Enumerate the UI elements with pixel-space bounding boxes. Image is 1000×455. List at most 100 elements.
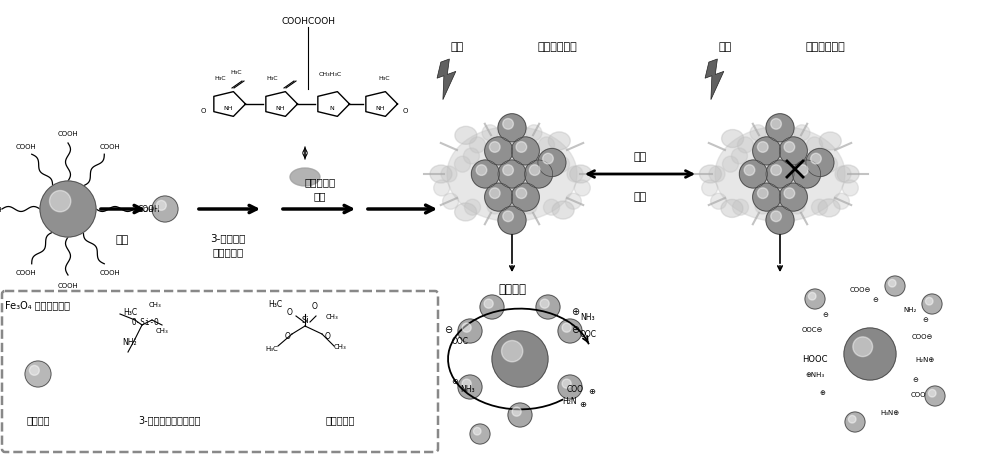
Text: H₃C: H₃C (268, 300, 282, 309)
Text: 蓝色荧光恢复: 蓝色荧光恢复 (805, 42, 845, 52)
Text: Si: Si (301, 316, 309, 325)
Circle shape (772, 120, 788, 136)
Circle shape (489, 142, 500, 153)
Ellipse shape (699, 166, 721, 184)
Text: NH₂: NH₂ (903, 306, 917, 312)
Circle shape (709, 167, 725, 182)
Circle shape (784, 142, 795, 153)
Circle shape (789, 198, 805, 214)
Text: HOOC: HOOC (802, 355, 828, 364)
Text: 激发: 激发 (450, 42, 464, 52)
Circle shape (462, 324, 471, 333)
Circle shape (484, 299, 493, 308)
Text: N: N (330, 106, 334, 111)
Circle shape (739, 161, 767, 188)
Circle shape (844, 328, 896, 380)
Circle shape (482, 126, 498, 142)
Circle shape (504, 197, 520, 213)
Circle shape (498, 115, 526, 142)
Text: H₃C: H₃C (123, 308, 137, 317)
Circle shape (458, 375, 482, 399)
Circle shape (498, 207, 526, 235)
Circle shape (845, 412, 865, 432)
Circle shape (822, 157, 838, 173)
Circle shape (807, 137, 823, 154)
Circle shape (766, 207, 794, 235)
Circle shape (574, 181, 590, 197)
Circle shape (526, 126, 542, 142)
Circle shape (503, 166, 513, 176)
Circle shape (476, 166, 487, 176)
Circle shape (502, 341, 523, 362)
Ellipse shape (548, 132, 570, 151)
Circle shape (543, 200, 559, 216)
Text: ⊕: ⊕ (588, 387, 596, 396)
Text: O-Si-O: O-Si-O (131, 318, 159, 327)
Text: COOHCOOH: COOHCOOH (281, 17, 335, 26)
Text: H₃C: H₃C (266, 76, 278, 81)
Circle shape (503, 119, 513, 130)
Circle shape (885, 276, 905, 296)
Circle shape (454, 157, 470, 173)
Text: COO⊖: COO⊖ (849, 286, 871, 293)
Circle shape (813, 149, 829, 165)
Text: CH₃: CH₃ (156, 327, 168, 333)
Circle shape (797, 166, 808, 176)
Text: O: O (312, 302, 318, 311)
Text: H₃C: H₃C (230, 69, 242, 74)
Text: ⊕: ⊕ (580, 399, 586, 409)
Text: 洗脱: 洗脱 (633, 152, 647, 162)
Text: COOH: COOH (16, 269, 37, 275)
Text: H₃C: H₃C (378, 76, 390, 81)
Text: COOH: COOH (0, 207, 2, 212)
Circle shape (771, 119, 781, 130)
Circle shape (516, 142, 527, 153)
Circle shape (731, 149, 747, 165)
Circle shape (848, 415, 856, 423)
Text: CH₃: CH₃ (149, 301, 161, 307)
Text: H₂N⊕: H₂N⊕ (915, 356, 935, 362)
Ellipse shape (837, 166, 859, 184)
Circle shape (152, 197, 178, 222)
Circle shape (744, 166, 755, 176)
Circle shape (766, 115, 794, 142)
Ellipse shape (570, 166, 592, 184)
Text: ⊖: ⊖ (571, 324, 579, 334)
Text: ⊖: ⊖ (872, 296, 878, 302)
Text: Fe₃O₄ 磁性纳米粒子: Fe₃O₄ 磁性纳米粒子 (5, 299, 70, 309)
Text: COOH: COOH (58, 131, 78, 136)
Circle shape (525, 161, 553, 188)
Ellipse shape (447, 127, 577, 222)
Text: COO⊖: COO⊖ (911, 333, 933, 339)
Circle shape (492, 331, 548, 387)
Text: NH: NH (375, 106, 385, 111)
Circle shape (806, 149, 834, 177)
Ellipse shape (715, 127, 845, 222)
Text: OOC: OOC (580, 330, 596, 339)
Text: COOH: COOH (16, 144, 37, 150)
Text: CH₃H₃C: CH₃H₃C (318, 71, 342, 76)
Text: CH₃: CH₃ (334, 343, 346, 349)
Text: COOH: COOH (138, 205, 161, 214)
Circle shape (925, 298, 933, 305)
Text: CH₃: CH₃ (326, 313, 338, 319)
Text: COOH: COOH (58, 283, 78, 288)
Ellipse shape (722, 130, 744, 148)
Circle shape (567, 167, 583, 182)
Circle shape (503, 212, 513, 222)
Text: 氨水: 氨水 (314, 191, 326, 201)
Text: O: O (287, 308, 293, 317)
Text: 黄色荧光: 黄色荧光 (498, 283, 526, 296)
Circle shape (753, 137, 781, 166)
Text: ⊖: ⊖ (444, 324, 452, 334)
Ellipse shape (501, 212, 523, 230)
Text: 键合: 键合 (633, 192, 647, 202)
Ellipse shape (818, 199, 840, 217)
Circle shape (489, 188, 500, 199)
Circle shape (793, 161, 821, 188)
Text: 激发: 激发 (718, 42, 732, 52)
Circle shape (833, 194, 849, 210)
Circle shape (511, 184, 539, 212)
Circle shape (469, 137, 485, 154)
Text: ⊕: ⊕ (571, 306, 579, 316)
